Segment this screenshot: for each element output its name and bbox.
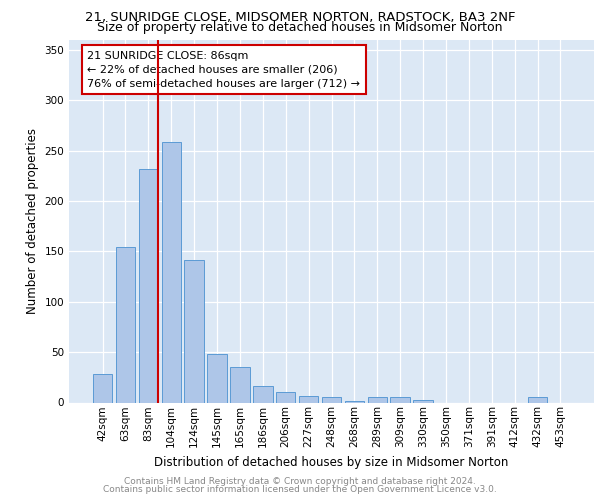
- Bar: [322, 398, 341, 402]
- Bar: [391, 398, 410, 402]
- Bar: [253, 386, 272, 402]
- Text: Contains HM Land Registry data © Crown copyright and database right 2024.: Contains HM Land Registry data © Crown c…: [124, 478, 476, 486]
- Bar: [208, 354, 227, 403]
- Bar: [116, 248, 135, 402]
- Bar: [161, 142, 181, 402]
- Bar: [276, 392, 295, 402]
- Bar: [93, 374, 112, 402]
- Bar: [139, 169, 158, 402]
- Bar: [413, 400, 433, 402]
- Text: Contains public sector information licensed under the Open Government Licence v3: Contains public sector information licen…: [103, 484, 497, 494]
- Bar: [230, 368, 250, 402]
- Bar: [528, 398, 547, 402]
- Bar: [184, 260, 204, 402]
- Bar: [299, 396, 319, 402]
- Text: Size of property relative to detached houses in Midsomer Norton: Size of property relative to detached ho…: [97, 22, 503, 35]
- Text: 21 SUNRIDGE CLOSE: 86sqm
← 22% of detached houses are smaller (206)
76% of semi-: 21 SUNRIDGE CLOSE: 86sqm ← 22% of detach…: [88, 51, 361, 89]
- Y-axis label: Number of detached properties: Number of detached properties: [26, 128, 39, 314]
- X-axis label: Distribution of detached houses by size in Midsomer Norton: Distribution of detached houses by size …: [154, 456, 509, 468]
- Bar: [368, 398, 387, 402]
- Text: 21, SUNRIDGE CLOSE, MIDSOMER NORTON, RADSTOCK, BA3 2NF: 21, SUNRIDGE CLOSE, MIDSOMER NORTON, RAD…: [85, 12, 515, 24]
